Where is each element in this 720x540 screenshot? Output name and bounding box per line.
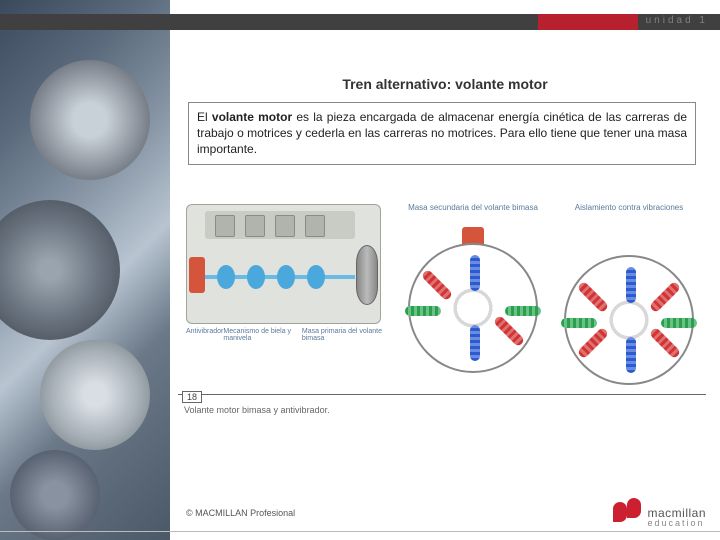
flywheel-primary <box>356 245 378 305</box>
subfig-engine: Antivibrador Mecanismo de biela y manive… <box>186 204 386 342</box>
description-box: El volante motor es la pieza encargada d… <box>188 102 696 165</box>
figure-rule <box>178 394 706 395</box>
crank-lobe <box>247 265 265 289</box>
logo-sub: education <box>647 519 706 528</box>
subfig-secondary-mass: Masa secundaria del volante bimasa <box>402 204 544 373</box>
crank-lobe <box>307 265 325 289</box>
spring-icon <box>405 306 441 316</box>
piston <box>275 215 295 237</box>
description-bold-term: volante motor <box>212 110 292 124</box>
subfig-b-title: Masa secundaria del volante bimasa <box>402 204 544 213</box>
flywheel-disc <box>564 255 694 385</box>
crank-lobe <box>277 265 295 289</box>
unit-label: unidad 1 <box>646 15 708 26</box>
logo-text: macmillan education <box>647 507 706 528</box>
spring-icon <box>661 318 697 328</box>
figure-caption: Volante motor bimasa y antivibrador. <box>184 405 330 415</box>
spring-icon <box>505 306 541 316</box>
flywheel-disc <box>408 243 538 373</box>
spring-icon <box>561 318 597 328</box>
spring-icon <box>421 269 454 302</box>
publisher-logo: macmillan education <box>613 498 706 528</box>
photo-detail <box>40 340 150 450</box>
photo-detail <box>10 450 100 540</box>
piston <box>215 215 235 237</box>
photo-detail <box>30 60 150 180</box>
spring-icon <box>470 255 480 291</box>
spring-icon <box>577 327 610 360</box>
description-lead: El <box>197 110 212 124</box>
spring-icon <box>577 281 610 314</box>
spring-icon <box>626 267 636 303</box>
slide-title: Tren alternativo: volante motor <box>170 76 720 92</box>
spring-icon <box>470 325 480 361</box>
bottom-rule <box>0 531 720 532</box>
piston <box>305 215 325 237</box>
crank-lobe <box>217 265 235 289</box>
spring-icon <box>493 315 526 348</box>
label-antivibrador: Antivibrador <box>186 328 223 342</box>
engine-body <box>186 204 381 324</box>
vibration-damper <box>189 257 205 293</box>
spring-icon <box>649 327 682 360</box>
piston <box>245 215 265 237</box>
subfig-a-labels: Antivibrador Mecanismo de biela y manive… <box>186 328 386 342</box>
label-masa-primaria: Masa primaria del volante bimasa <box>302 328 386 342</box>
spring-icon <box>649 281 682 314</box>
header-accent <box>538 14 638 30</box>
figure-area: Antivibrador Mecanismo de biela y manive… <box>178 190 706 415</box>
figure-number: 18 <box>182 391 202 403</box>
subfig-c-title: Aislamiento contra vibraciones <box>558 204 700 213</box>
copyright-text: © MACMILLAN Profesional <box>186 508 295 518</box>
left-engine-photo <box>0 0 170 540</box>
subfig-isolation: Aislamiento contra vibraciones <box>558 204 700 385</box>
photo-detail <box>0 200 120 340</box>
label-biela: Mecanismo de biela y manivela <box>223 328 302 342</box>
macmillan-logo-icon <box>613 498 643 528</box>
spring-icon <box>626 337 636 373</box>
